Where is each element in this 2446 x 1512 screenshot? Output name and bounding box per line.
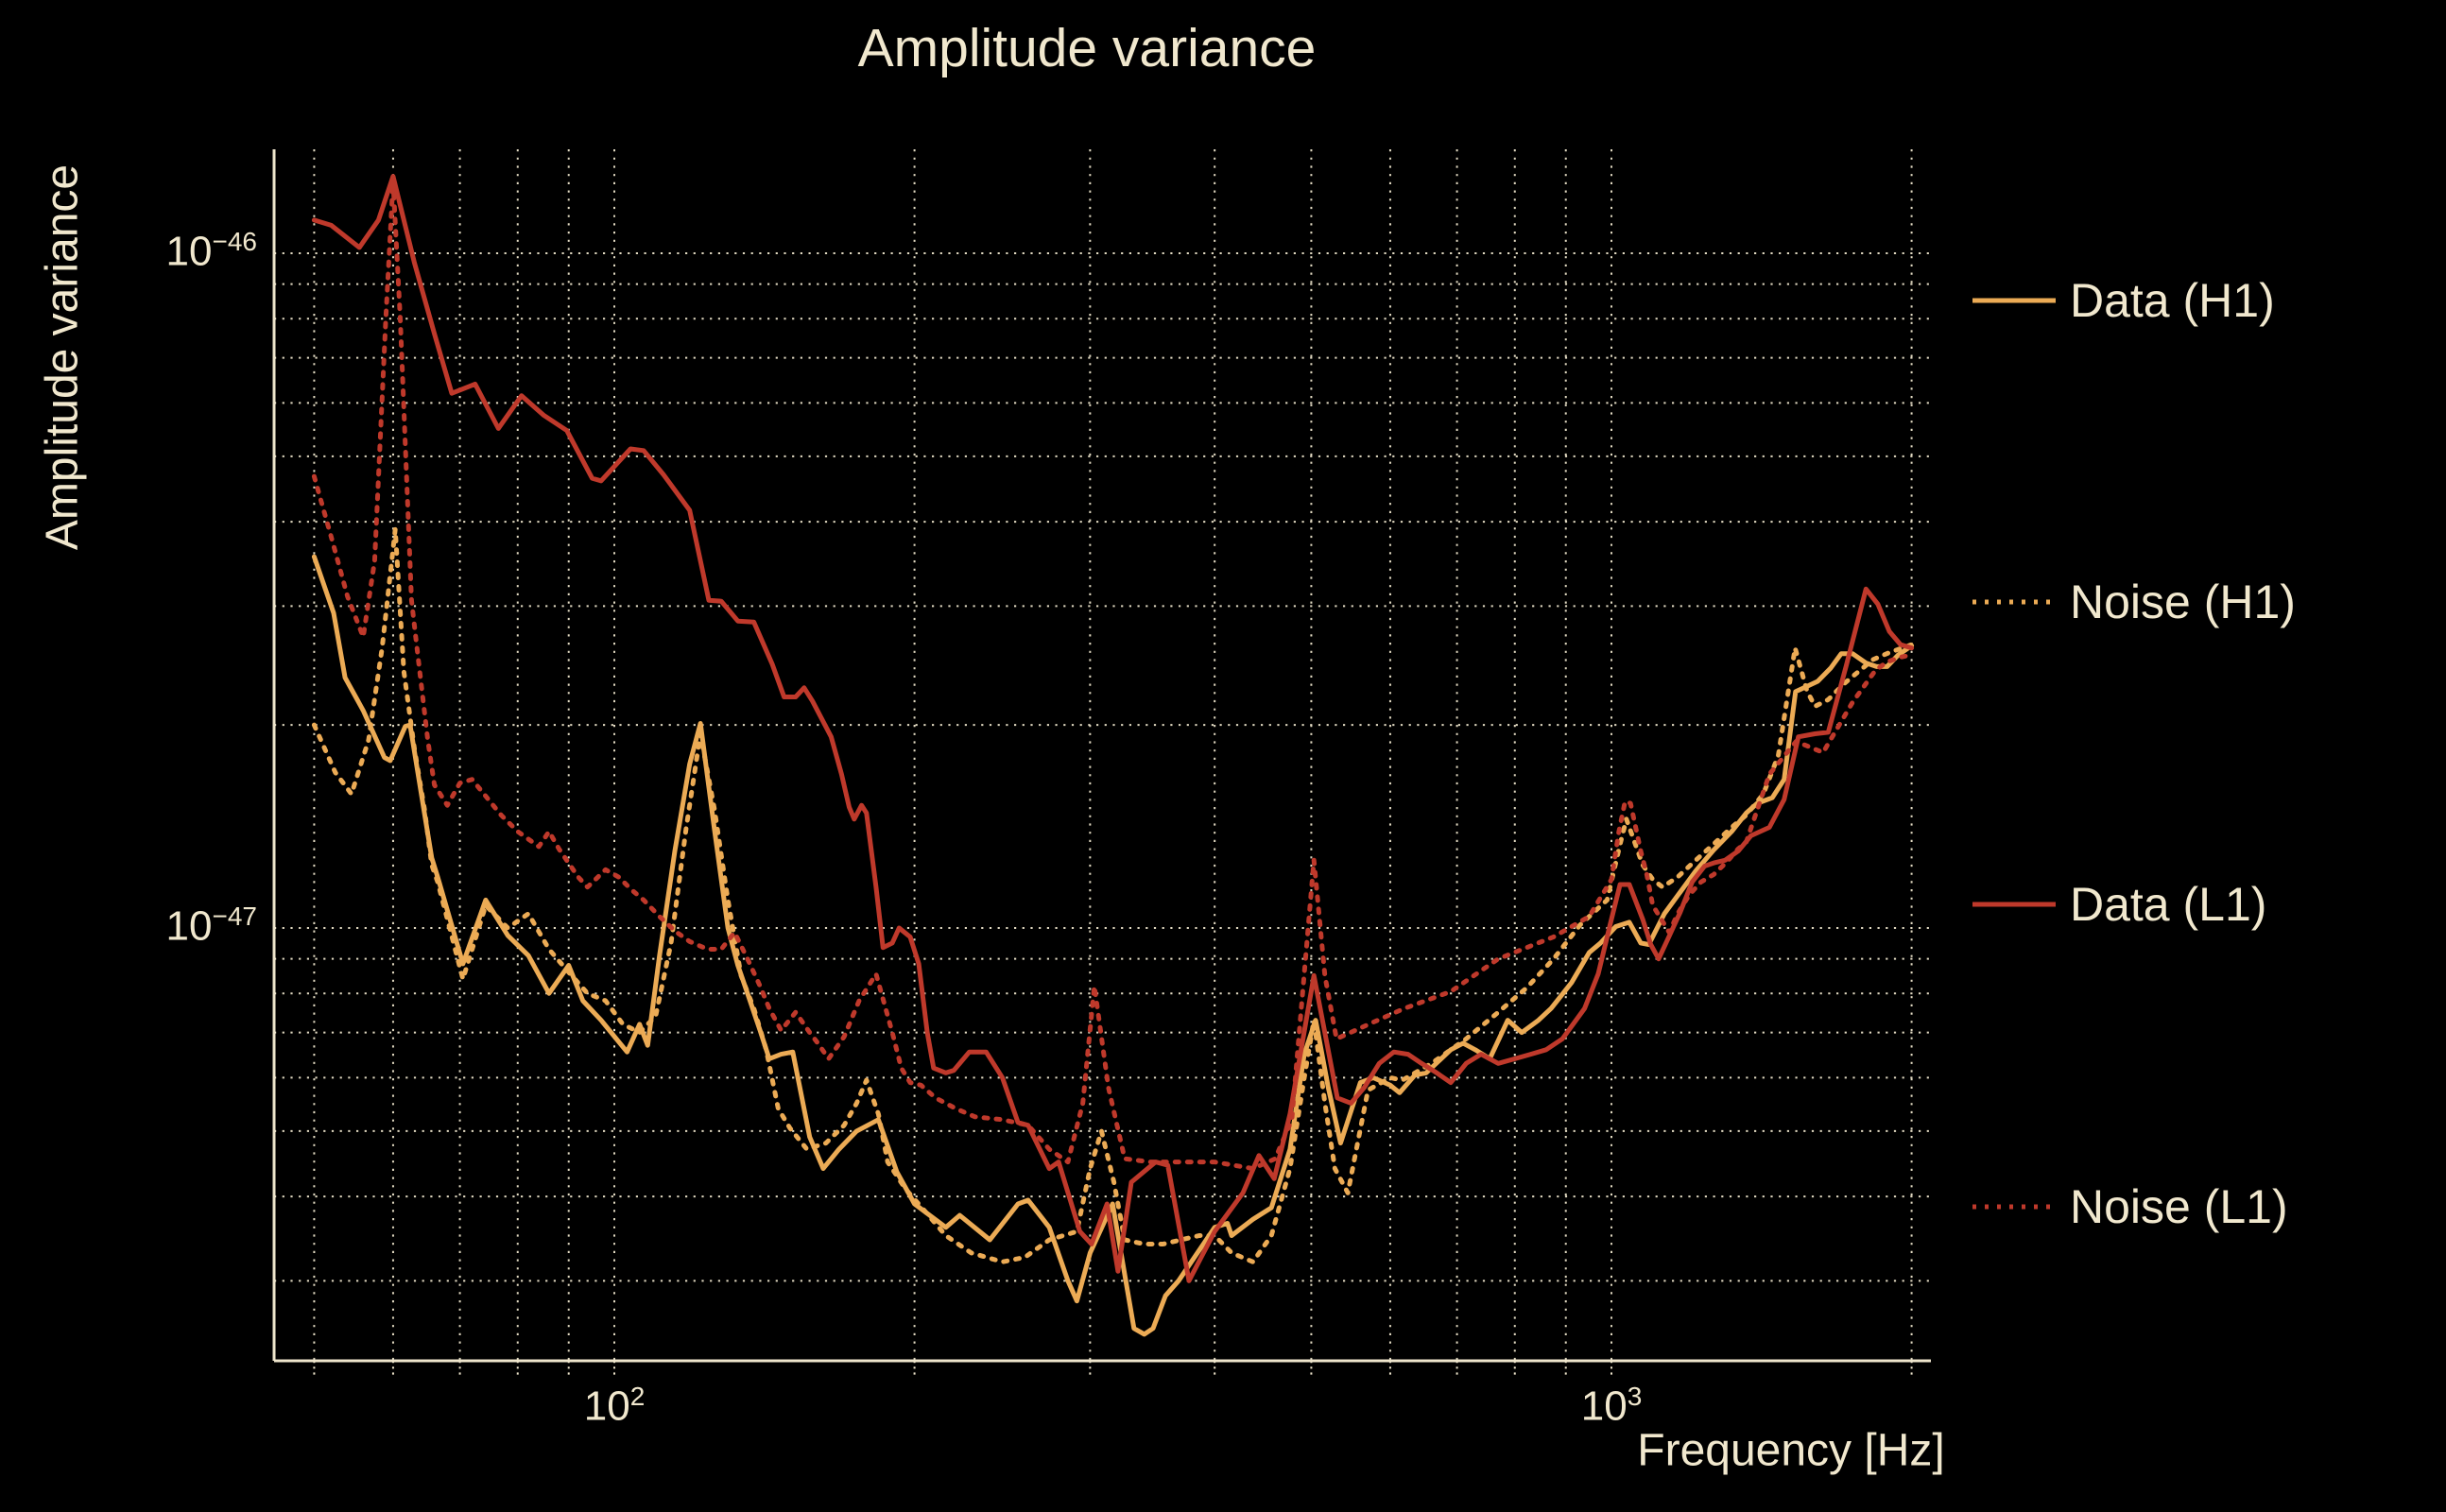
legend: Data (H1) Noise (H1) Data (L1) Noise (L1…	[1956, 0, 2446, 1512]
legend-line-data-l1	[1972, 902, 2056, 907]
legend-line-noise-h1	[1972, 599, 2056, 605]
series-noise-l1-	[311, 179, 1915, 1172]
legend-item-data-l1: Data (L1)	[1956, 857, 2446, 952]
y-axis-label: Amplitude variance	[37, 163, 88, 551]
legend-item-noise-l1: Noise (L1)	[1956, 1160, 2446, 1254]
legend-label: Data (H1)	[2070, 274, 2275, 327]
x-tick-label-100: 102	[548, 1382, 680, 1431]
x-tick-base: 10	[583, 1383, 630, 1430]
x-tick-exp: 2	[629, 1382, 646, 1411]
legend-item-noise-h1: Noise (H1)	[1956, 555, 2446, 649]
legend-label: Noise (H1)	[2070, 576, 2296, 628]
series-data-h1-	[311, 554, 1915, 1337]
legend-label: Noise (L1)	[2070, 1180, 2288, 1233]
series-noise-h1-	[311, 526, 1915, 1264]
y-tick-label-1e-47: 10−47	[115, 902, 257, 951]
gridlines	[274, 149, 1931, 1361]
x-axis-label: Frequency [Hz]	[1637, 1425, 1945, 1476]
x-tick-label-1000: 103	[1545, 1382, 1678, 1431]
y-tick-exp: −46	[212, 227, 258, 256]
y-tick-exp: −47	[212, 902, 258, 931]
chart-title: Amplitude variance	[857, 18, 1317, 78]
legend-item-data-h1: Data (H1)	[1956, 253, 2446, 348]
x-tick-base: 10	[1580, 1383, 1628, 1430]
y-tick-label-1e-46: 10−46	[115, 227, 257, 276]
y-tick-base: 10	[165, 228, 213, 275]
axes-spines	[272, 149, 1931, 1376]
data-series	[311, 174, 1915, 1337]
x-tick-exp: 3	[1627, 1382, 1643, 1411]
y-tick-base: 10	[165, 902, 213, 950]
legend-line-data-h1	[1972, 298, 2056, 303]
legend-label: Data (L1)	[2070, 878, 2267, 931]
legend-line-noise-l1	[1972, 1204, 2056, 1210]
